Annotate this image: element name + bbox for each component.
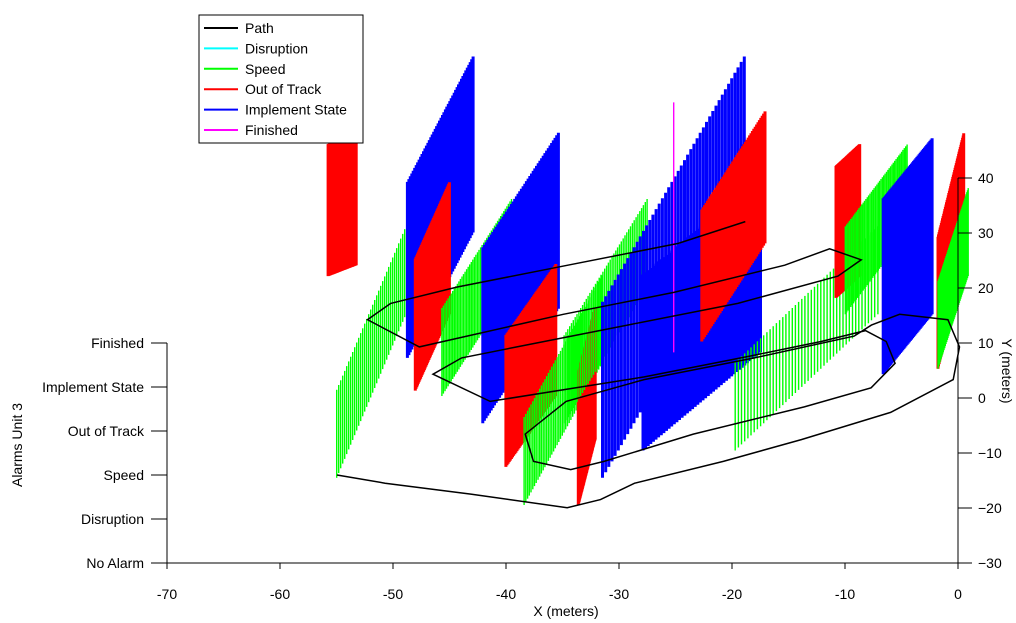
legend-label: Out of Track (245, 81, 322, 97)
alarm-segment (326, 133, 358, 277)
x-tick-label: -40 (496, 586, 516, 602)
chart-axes (166, 178, 959, 564)
path-line (336, 220, 961, 509)
legend-label: Finished (245, 122, 298, 138)
x-axis-label: X (meters) (533, 603, 598, 619)
x-tick-label: -10 (835, 586, 855, 602)
x-tick-label: 0 (954, 586, 962, 602)
legend: Path Disruption Speed Out of Track Implement… (198, 14, 364, 144)
legend-label: Disruption (245, 40, 308, 56)
y-axis-label: Y (meters) (999, 338, 1015, 403)
y-tick-label: 10 (978, 335, 994, 351)
z-axis-label: Alarms Unit 3 (9, 403, 25, 487)
x-tick-group: -70 -60 -50 -40 -30 -20 -10 0 (157, 563, 962, 602)
y-tick-group: −30 −20 −10 0 10 20 30 40 (958, 170, 1002, 571)
z-tick-label: Finished (91, 335, 144, 351)
y-tick-label: −30 (978, 555, 1002, 571)
legend-label: Speed (245, 61, 285, 77)
y-tick-label: −10 (978, 445, 1002, 461)
alarm-segment (937, 188, 969, 369)
legend-label: Path (245, 20, 274, 36)
legend-label: Implement State (245, 102, 347, 118)
y-tick-label: 40 (978, 170, 994, 186)
alarm-segment (413, 182, 451, 391)
chart-marks (326, 56, 969, 509)
z-tick-label: Speed (104, 467, 144, 483)
alarm-segment (881, 138, 934, 375)
y-tick-label: 20 (978, 280, 994, 296)
y-tick-label: 30 (978, 225, 994, 241)
x-tick-label: -70 (157, 586, 177, 602)
z-tick-label: Out of Track (68, 423, 145, 439)
y-tick-label: −20 (978, 500, 1002, 516)
x-tick-label: -50 (383, 586, 403, 602)
x-tick-label: -30 (609, 586, 629, 602)
z-tick-group: No Alarm Disruption Speed Out of Track Imple… (42, 335, 167, 571)
x-tick-label: -60 (270, 586, 290, 602)
legend-box (198, 14, 364, 144)
y-tick-label: 0 (978, 390, 986, 406)
alarm-segment (700, 111, 767, 342)
z-tick-label: No Alarm (86, 555, 144, 571)
x-tick-label: -20 (722, 586, 742, 602)
z-tick-label: Disruption (81, 511, 144, 527)
z-tick-label: Implement State (42, 379, 144, 395)
